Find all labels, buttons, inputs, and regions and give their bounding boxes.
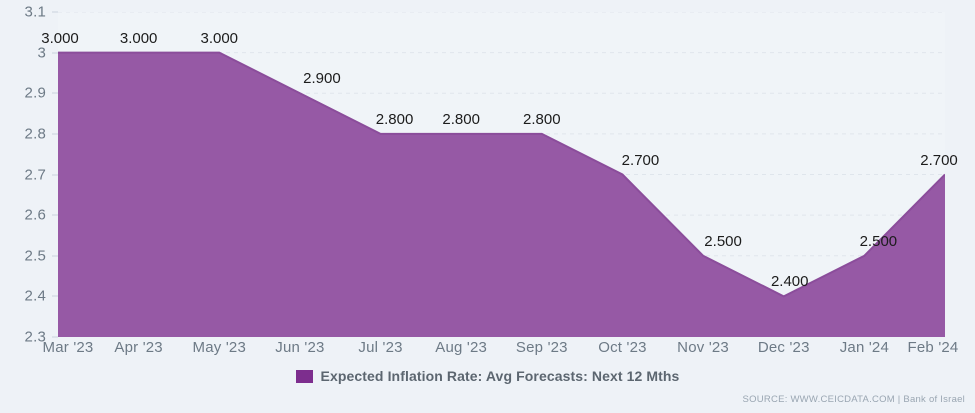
data-point-label: 2.800 bbox=[442, 110, 480, 128]
series-line bbox=[58, 51, 945, 298]
x-tick-label: Mar '23 bbox=[42, 339, 94, 356]
y-tick-mark bbox=[52, 92, 58, 94]
data-point-label: 2.500 bbox=[704, 232, 742, 250]
x-tick-label: Jul '23 bbox=[358, 339, 403, 356]
y-tick-label: 2.5 bbox=[24, 247, 46, 265]
x-tick-label: Apr '23 bbox=[114, 339, 163, 356]
area-series-svg bbox=[58, 12, 945, 337]
x-axis: Mar '23 Apr '23 May '23 Jun '23 Jul '23 Aug '… bbox=[43, 337, 959, 363]
y-tick-label: 2.7 bbox=[24, 166, 46, 183]
y-tick-label: 3.1 bbox=[24, 3, 46, 21]
y-tick-label: 3 bbox=[37, 44, 46, 62]
x-tick-label: May '23 bbox=[192, 339, 246, 356]
y-axis: 3.1 3 2.9 2.8 2.7 2.6 2.5 2.4 2.3 bbox=[0, 0, 58, 346]
x-tick-label: Dec '23 bbox=[757, 339, 810, 356]
data-point-label: 2.400 bbox=[770, 273, 809, 291]
y-tick-mark bbox=[52, 11, 58, 13]
y-tick-label: 2.9 bbox=[24, 84, 46, 102]
chart-legend[interactable]: Expected Inflation Rate: Avg Forecasts: … bbox=[0, 368, 975, 384]
y-tick-mark bbox=[52, 133, 58, 135]
data-point-label: 2.800 bbox=[523, 110, 561, 128]
y-tick-label: 2.6 bbox=[24, 206, 46, 224]
source-attribution: SOURCE: WWW.CEICDATA.COM | Bank of Israe… bbox=[742, 394, 965, 405]
y-tick-label: 2.8 bbox=[24, 125, 46, 143]
x-tick-label: Feb '24 bbox=[907, 339, 959, 356]
x-tick-label: Nov '23 bbox=[677, 339, 729, 356]
y-tick-mark bbox=[52, 295, 58, 297]
data-point-label: 3.000 bbox=[41, 29, 79, 47]
y-tick-mark bbox=[52, 214, 58, 216]
data-point-label: 2.900 bbox=[303, 70, 341, 88]
data-point-label: 2.700 bbox=[920, 151, 958, 169]
y-tick-mark bbox=[52, 174, 58, 175]
plot-area bbox=[58, 12, 945, 337]
y-tick-mark bbox=[52, 255, 58, 257]
legend-swatch-icon bbox=[295, 369, 313, 383]
data-point-label: 2.700 bbox=[621, 151, 660, 169]
x-tick-label: Aug '23 bbox=[435, 339, 488, 356]
x-tick-label: Jun '23 bbox=[275, 339, 325, 356]
x-tick-label: Jan '24 bbox=[839, 339, 890, 356]
x-tick-label: Oct '23 bbox=[598, 339, 647, 356]
y-tick-mark bbox=[52, 336, 58, 338]
y-tick-label: 2.3 bbox=[24, 328, 46, 346]
x-tick-label: Sep '23 bbox=[515, 339, 568, 356]
y-tick-mark bbox=[52, 52, 58, 54]
data-point-label: 3.000 bbox=[119, 29, 158, 47]
legend-label: Expected Inflation Rate: Avg Forecasts: … bbox=[320, 368, 680, 384]
data-point-label: 3.000 bbox=[200, 29, 239, 47]
y-tick-label: 2.4 bbox=[24, 287, 46, 305]
data-point-label: 2.800 bbox=[375, 110, 414, 128]
data-point-label: 2.500 bbox=[859, 232, 898, 250]
